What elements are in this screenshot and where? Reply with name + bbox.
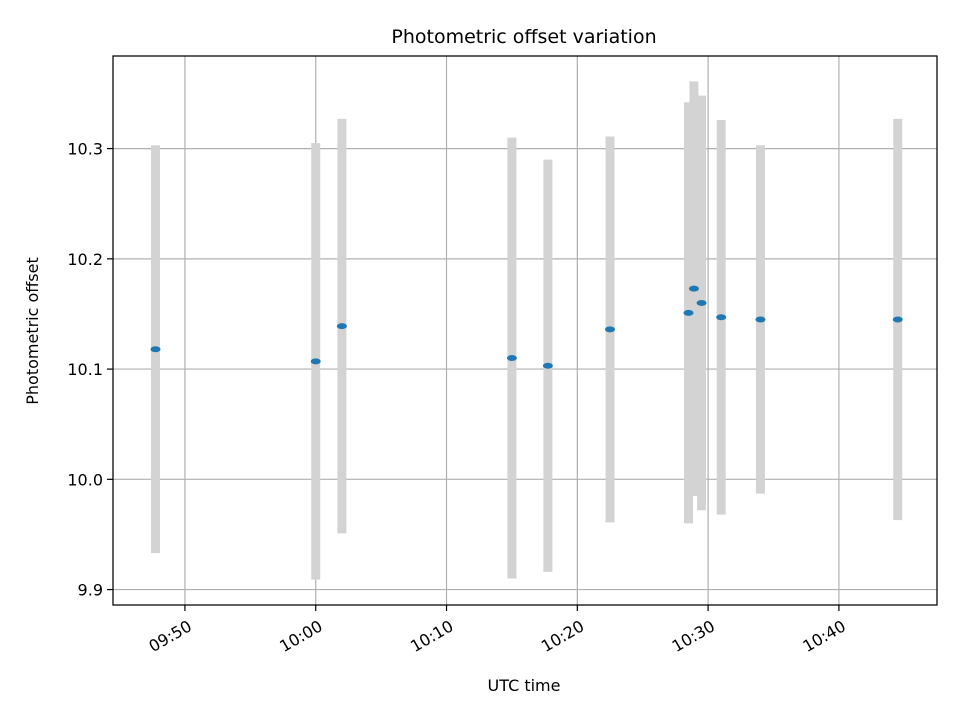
y-tick-label: 10.2 (67, 250, 103, 269)
data-point (688, 285, 699, 292)
data-point (506, 355, 517, 362)
data-point (336, 323, 347, 330)
x-axis-label: UTC time (488, 676, 561, 695)
data-point (716, 314, 727, 321)
data-point (683, 309, 694, 316)
data-point (310, 358, 321, 365)
y-tick-label: 10.3 (67, 140, 103, 159)
data-point (696, 299, 707, 306)
y-axis-ticks: 9.9 10.0 10.1 10.2 10.3 (67, 140, 113, 600)
data-point (150, 346, 161, 353)
data-point (892, 316, 903, 323)
y-tick-label: 9.9 (78, 581, 103, 600)
y-tick-label: 10.1 (67, 360, 103, 379)
data-point (542, 362, 553, 369)
plot-frame (112, 55, 938, 606)
y-axis-label: Photometric offset (23, 257, 42, 405)
data-points (150, 285, 903, 369)
data-point (605, 326, 616, 333)
data-point (755, 316, 766, 323)
chart-title: Photometric offset variation (391, 26, 656, 48)
y-tick-label: 10.0 (67, 470, 103, 489)
